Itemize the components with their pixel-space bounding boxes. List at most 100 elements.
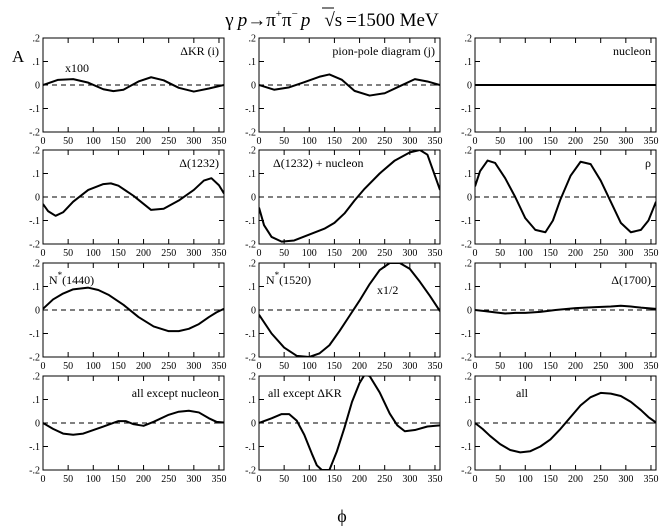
series-line [259, 263, 440, 357]
y-tick-label: .1 [33, 169, 41, 180]
x-tick-label: 200 [136, 361, 151, 372]
y-tick-label: .1 [465, 282, 473, 293]
title-proton-final: p [299, 10, 311, 31]
x-tick-label: 200 [352, 474, 367, 485]
panel-11: -.2 -.1 0 .1 .2 0 50 100 150 200 250 300 350 all exce… [245, 372, 442, 486]
y-tick-label: .2 [465, 146, 473, 157]
x-tick-label: 100 [86, 248, 101, 259]
x-tick-label: 300 [186, 361, 201, 372]
panel-3: -.2 -.1 0 .1 .2 0 50 100 150 200 250 300 350 nucleon [461, 34, 658, 148]
x-tick-label: 100 [518, 136, 533, 147]
panel-10: -.2 -.1 0 .1 .2 0 50 100 150 200 250 300 350 all exce… [29, 372, 226, 486]
x-tick-label: 300 [402, 361, 417, 372]
x-tick-label: 0 [257, 474, 262, 485]
y-tick-label: 0 [467, 306, 472, 317]
x-tick-label: 250 [593, 248, 608, 259]
y-tick-label: -.2 [29, 128, 40, 139]
series-line [259, 73, 440, 97]
x-tick-label: 350 [427, 361, 442, 372]
y-tick-label: -.2 [29, 353, 40, 364]
y-tick-label: 0 [35, 306, 40, 317]
x-tick-label: 200 [136, 248, 151, 259]
x-tick-label: 250 [593, 136, 608, 147]
y-tick-label: .2 [33, 372, 41, 383]
x-tick-label: 200 [568, 361, 583, 372]
x-tick-label: 300 [618, 361, 633, 372]
panel-title: ΔKR (i) [180, 44, 219, 58]
x-tick-label: 150 [543, 474, 558, 485]
panel-annotation: x1/2 [377, 283, 398, 297]
y-tick-label: 0 [35, 193, 40, 204]
y-tick-label: 0 [467, 419, 472, 430]
x-tick-label: 0 [41, 136, 46, 147]
y-tick-label: -.2 [245, 466, 256, 477]
x-tick-label: 350 [643, 361, 658, 372]
title-minus-sign: − [292, 8, 298, 20]
x-tick-label: 50 [63, 361, 73, 372]
y-tick-label: .2 [249, 146, 257, 157]
panel-title: all except nucleon [132, 386, 219, 400]
y-tick-label: -.1 [29, 329, 40, 340]
y-tick-label: .1 [33, 57, 41, 68]
x-tick-label: 350 [427, 248, 442, 259]
x-axis-label: ϕ [337, 506, 346, 526]
title-gamma: γ [224, 10, 233, 31]
y-tick-label: .1 [33, 282, 41, 293]
y-tick-label: -.1 [29, 104, 40, 115]
y-tick-label: -.1 [245, 329, 256, 340]
y-tick-label: .2 [33, 146, 41, 157]
x-tick-label: 0 [473, 248, 478, 259]
title-pion-plus: π [266, 10, 276, 31]
panel-6: -.2 -.1 0 .1 .2 0 50 100 150 200 250 300 350 ρ [461, 146, 658, 260]
y-tick-label: -.1 [461, 329, 472, 340]
panel-title: all [516, 386, 529, 400]
x-tick-label: 200 [352, 361, 367, 372]
title-plus-sign: + [276, 8, 282, 20]
x-tick-label: 150 [543, 248, 558, 259]
x-tick-label: 350 [211, 248, 226, 259]
x-tick-label: 100 [518, 248, 533, 259]
x-tick-label: 250 [377, 248, 392, 259]
x-tick-label: 50 [495, 248, 505, 259]
y-tick-label: .2 [249, 34, 257, 45]
y-tick-label: .2 [33, 34, 41, 45]
x-tick-label: 100 [86, 136, 101, 147]
x-tick-label: 200 [568, 474, 583, 485]
panel-1: -.2 -.1 0 .1 .2 0 50 100 150 200 250 300 350 ΔKR (i) x… [29, 34, 226, 148]
y-tick-label: -.1 [245, 216, 256, 227]
x-tick-label: 150 [543, 136, 558, 147]
x-tick-label: 150 [111, 136, 126, 147]
x-tick-label: 150 [543, 361, 558, 372]
title-sqrt: √ [324, 10, 335, 31]
series-line [475, 304, 656, 315]
panel-12: -.2 -.1 0 .1 .2 0 50 100 150 200 250 300 350 all [461, 372, 658, 486]
x-tick-label: 250 [161, 474, 176, 485]
y-tick-label: 0 [251, 81, 256, 92]
panel-5: -.2 -.1 0 .1 .2 0 50 100 150 200 250 300 350 Δ(1232) … [245, 146, 442, 260]
x-tick-label: 300 [402, 136, 417, 147]
x-tick-label: 100 [518, 474, 533, 485]
y-tick-label: .2 [249, 372, 257, 383]
x-tick-label: 350 [643, 248, 658, 259]
x-tick-label: 200 [136, 474, 151, 485]
title-arrow: → [247, 10, 266, 31]
y-tick-label: -.1 [461, 442, 472, 453]
x-tick-label: 150 [327, 136, 342, 147]
panel-title: pion-pole diagram (j) [332, 44, 435, 58]
x-tick-label: 350 [211, 136, 226, 147]
panel-9: -.2 -.1 0 .1 .2 0 50 100 150 200 250 300 350 Δ(1700) [461, 259, 658, 373]
x-tick-label: 300 [618, 248, 633, 259]
x-tick-label: 150 [327, 361, 342, 372]
x-tick-label: 0 [41, 474, 46, 485]
x-tick-label: 300 [402, 248, 417, 259]
y-tick-label: .2 [465, 372, 473, 383]
x-tick-label: 250 [377, 136, 392, 147]
x-tick-label: 50 [495, 361, 505, 372]
x-tick-label: 100 [86, 361, 101, 372]
x-tick-label: 300 [618, 136, 633, 147]
y-tick-label: .1 [249, 57, 257, 68]
x-tick-label: 150 [327, 474, 342, 485]
y-tick-label: 0 [251, 419, 256, 430]
x-tick-label: 300 [618, 474, 633, 485]
